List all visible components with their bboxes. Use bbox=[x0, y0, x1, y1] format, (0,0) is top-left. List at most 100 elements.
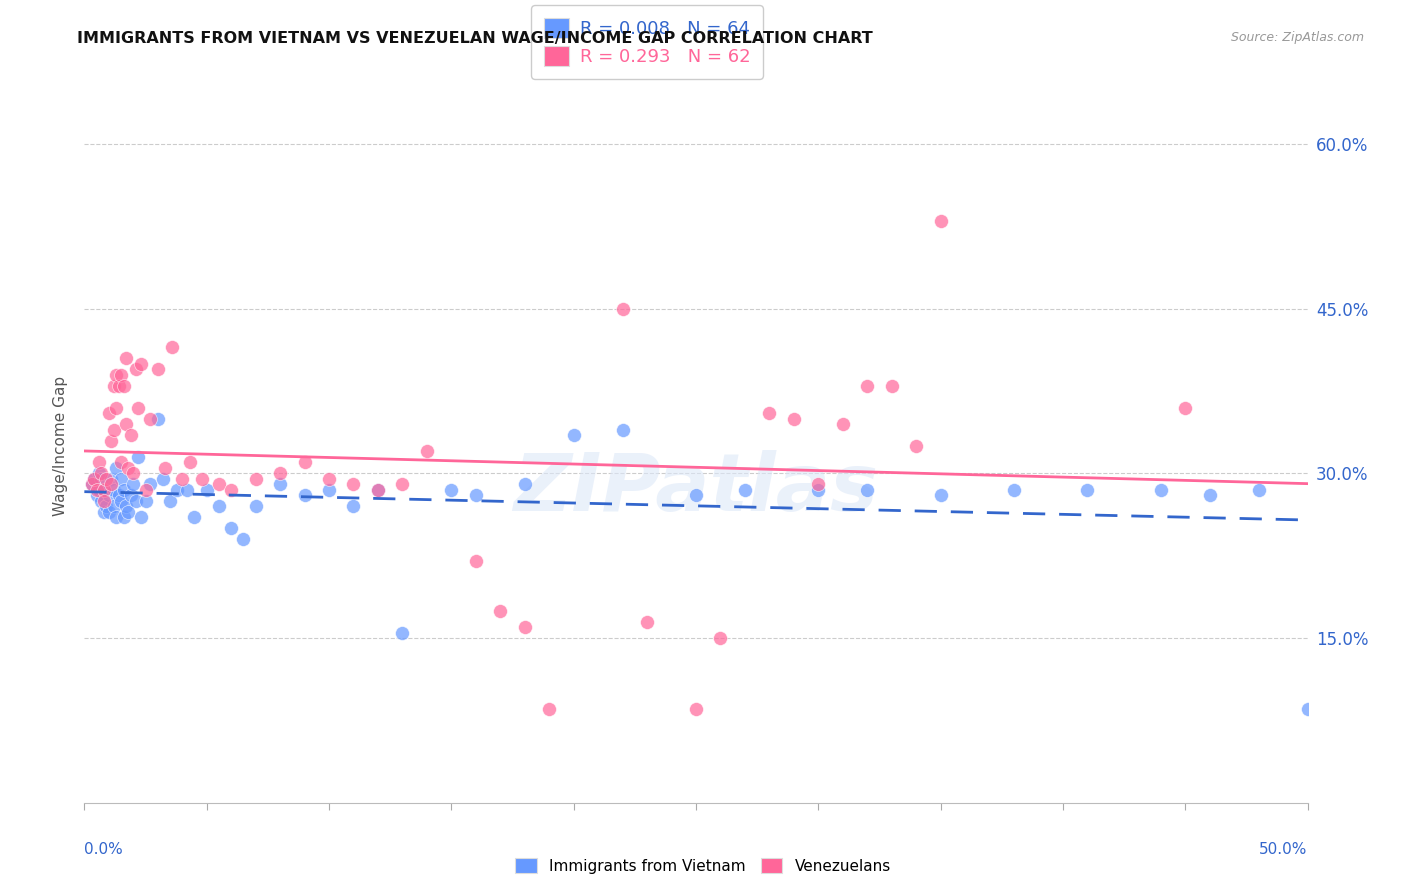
Point bbox=[513, 477, 536, 491]
Point bbox=[97, 505, 120, 519]
Point bbox=[90, 467, 112, 481]
Point bbox=[183, 510, 205, 524]
Point bbox=[709, 631, 731, 645]
Point bbox=[342, 500, 364, 514]
Point bbox=[269, 467, 291, 481]
Point bbox=[1198, 488, 1220, 502]
Point bbox=[856, 378, 879, 392]
Point bbox=[191, 472, 214, 486]
Point bbox=[135, 483, 157, 497]
Point bbox=[107, 378, 129, 392]
Point bbox=[685, 702, 707, 716]
Point bbox=[103, 423, 125, 437]
Point bbox=[80, 477, 103, 491]
Point bbox=[110, 494, 132, 508]
Point bbox=[464, 554, 486, 568]
Point bbox=[208, 477, 231, 491]
Point bbox=[86, 483, 108, 497]
Point bbox=[807, 477, 830, 491]
Text: 0.0%: 0.0% bbox=[84, 842, 124, 857]
Point bbox=[112, 483, 135, 497]
Point bbox=[87, 455, 110, 469]
Point bbox=[489, 604, 512, 618]
Point bbox=[807, 483, 830, 497]
Point bbox=[734, 483, 756, 497]
Point bbox=[87, 483, 110, 497]
Point bbox=[929, 214, 952, 228]
Point bbox=[342, 477, 364, 491]
Point bbox=[122, 467, 145, 481]
Point bbox=[112, 378, 135, 392]
Point bbox=[125, 494, 148, 508]
Point bbox=[103, 378, 125, 392]
Point bbox=[100, 434, 122, 448]
Point bbox=[100, 472, 122, 486]
Point bbox=[513, 620, 536, 634]
Point bbox=[135, 494, 157, 508]
Point bbox=[612, 423, 634, 437]
Point bbox=[96, 500, 118, 514]
Point bbox=[391, 477, 413, 491]
Point bbox=[758, 406, 780, 420]
Point bbox=[1174, 401, 1197, 415]
Point bbox=[245, 500, 267, 514]
Point bbox=[166, 483, 188, 497]
Point bbox=[172, 472, 194, 486]
Point bbox=[115, 500, 138, 514]
Point bbox=[1247, 483, 1270, 497]
Point bbox=[416, 444, 439, 458]
Point bbox=[110, 368, 132, 382]
Point bbox=[129, 357, 152, 371]
Point bbox=[219, 483, 242, 497]
Point bbox=[294, 455, 316, 469]
Text: Source: ZipAtlas.com: Source: ZipAtlas.com bbox=[1230, 31, 1364, 45]
Point bbox=[87, 467, 110, 481]
Point bbox=[245, 472, 267, 486]
Point bbox=[105, 461, 128, 475]
Point bbox=[1296, 702, 1319, 716]
Point bbox=[562, 428, 585, 442]
Point bbox=[294, 488, 316, 502]
Point bbox=[80, 477, 103, 491]
Point bbox=[783, 411, 806, 425]
Point bbox=[127, 401, 149, 415]
Point bbox=[367, 483, 389, 497]
Point bbox=[83, 472, 105, 486]
Point bbox=[90, 494, 112, 508]
Point bbox=[97, 406, 120, 420]
Point bbox=[318, 472, 340, 486]
Point bbox=[162, 340, 184, 354]
Point bbox=[1002, 483, 1025, 497]
Point bbox=[159, 494, 181, 508]
Point bbox=[856, 483, 879, 497]
Point bbox=[90, 472, 112, 486]
Point bbox=[905, 439, 928, 453]
Legend: R = 0.008   N = 64, R = 0.293   N = 62: R = 0.008 N = 64, R = 0.293 N = 62 bbox=[531, 5, 763, 78]
Point bbox=[391, 625, 413, 640]
Point bbox=[112, 510, 135, 524]
Point bbox=[464, 488, 486, 502]
Point bbox=[110, 455, 132, 469]
Point bbox=[139, 477, 162, 491]
Point bbox=[105, 401, 128, 415]
Point bbox=[1076, 483, 1098, 497]
Point bbox=[86, 488, 108, 502]
Point bbox=[105, 368, 128, 382]
Point bbox=[831, 417, 853, 431]
Point bbox=[612, 301, 634, 316]
Point bbox=[176, 483, 198, 497]
Point bbox=[110, 472, 132, 486]
Point bbox=[153, 461, 176, 475]
Point bbox=[367, 483, 389, 497]
Point bbox=[152, 472, 174, 486]
Point bbox=[97, 488, 120, 502]
Point bbox=[880, 378, 903, 392]
Point bbox=[125, 362, 148, 376]
Point bbox=[120, 428, 142, 442]
Point bbox=[117, 505, 139, 519]
Point bbox=[129, 510, 152, 524]
Point bbox=[929, 488, 952, 502]
Text: 50.0%: 50.0% bbox=[1260, 842, 1308, 857]
Point bbox=[1150, 483, 1173, 497]
Point bbox=[93, 483, 115, 497]
